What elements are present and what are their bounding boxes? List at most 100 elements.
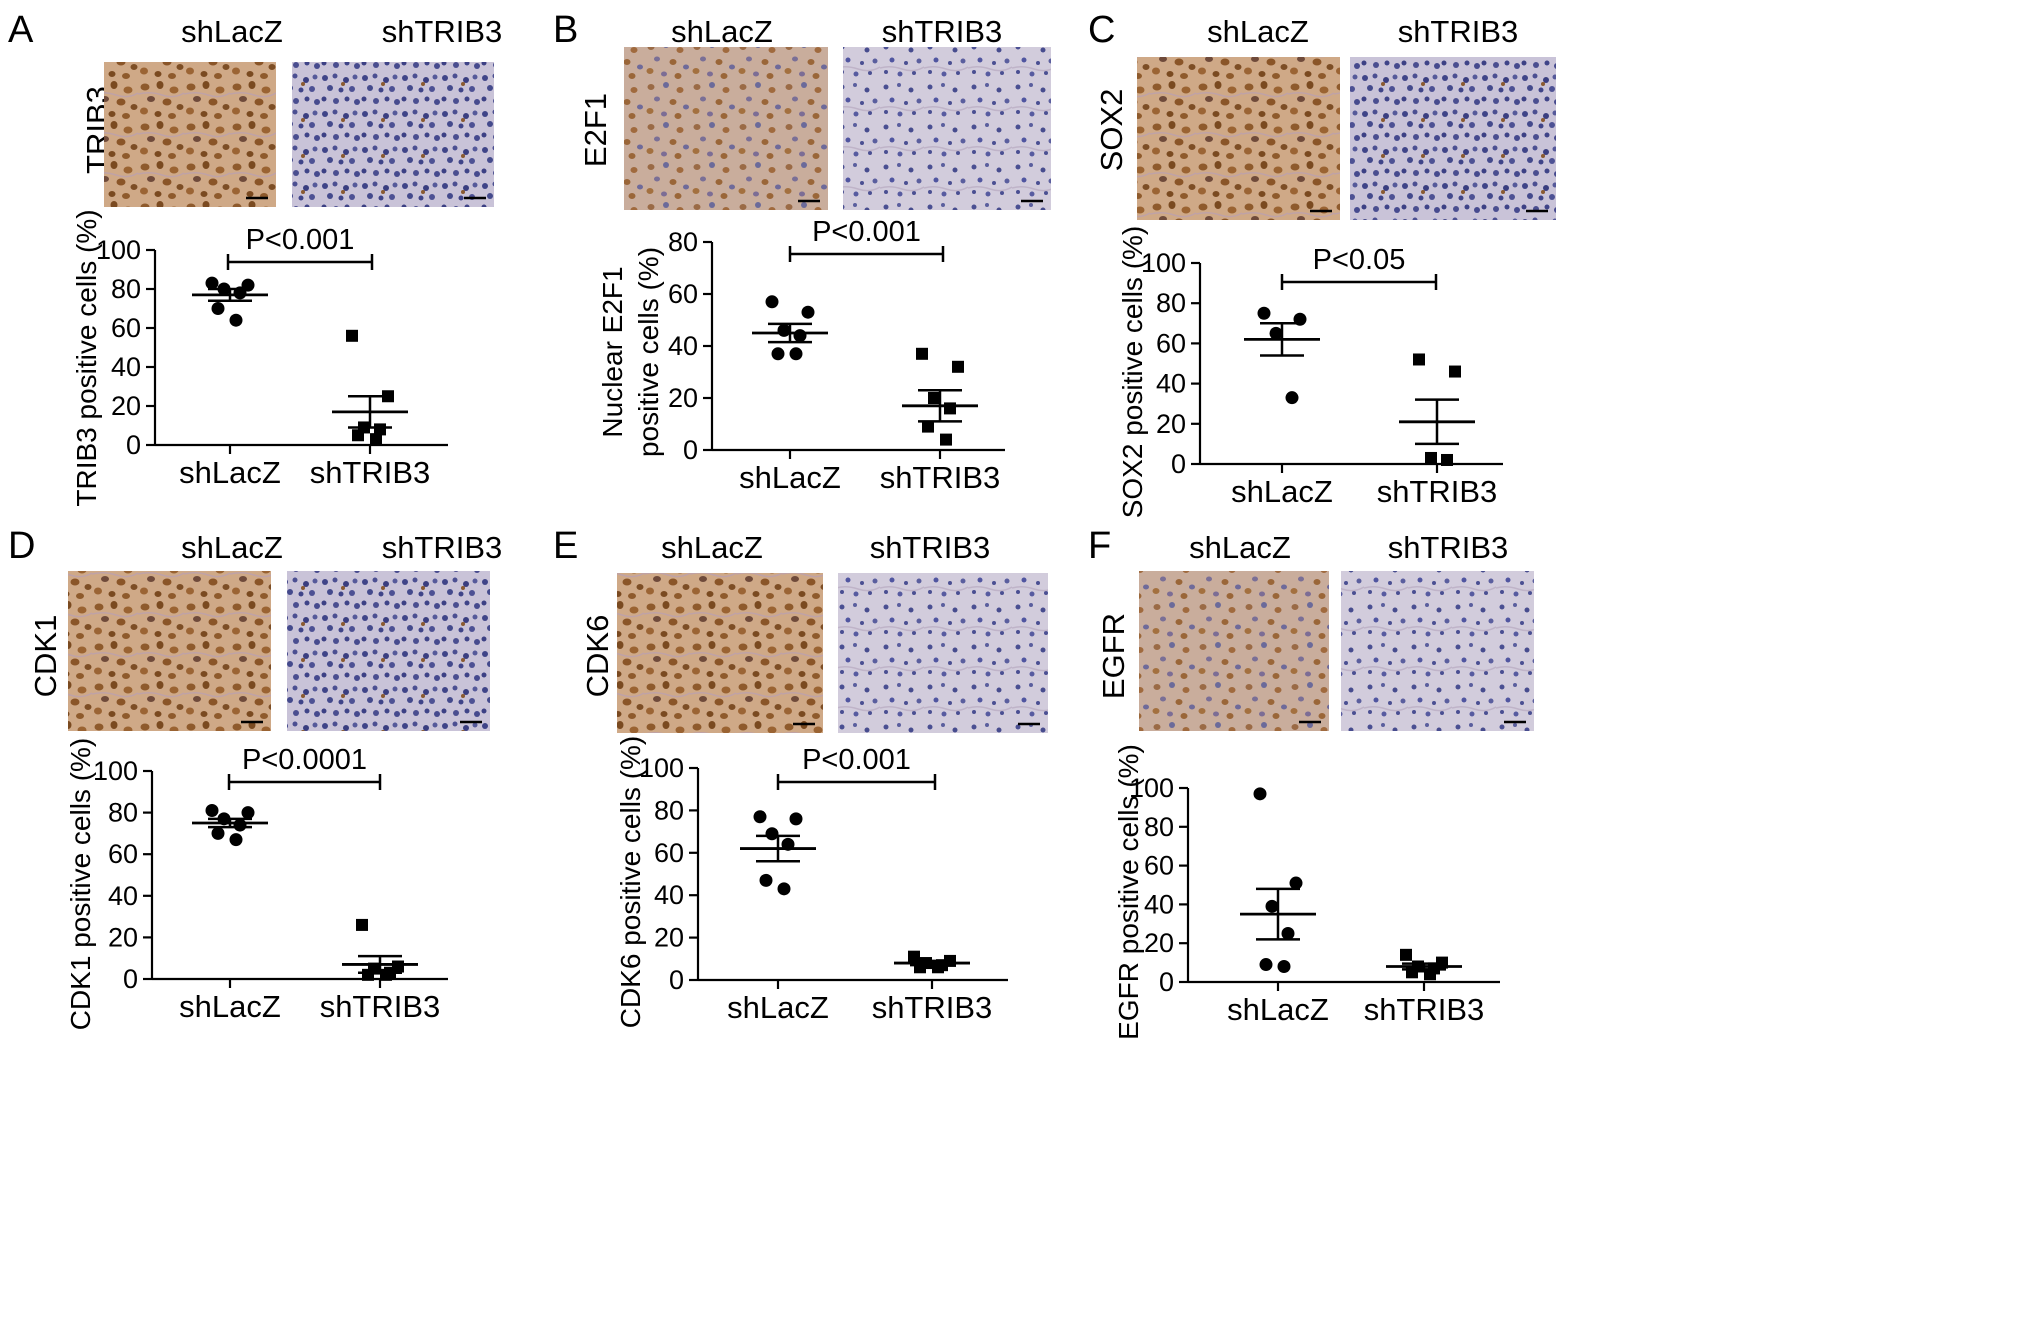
data-point-shlacz <box>1277 959 1291 973</box>
data-point-shlacz <box>765 827 779 841</box>
data-point-shtrib3 <box>952 360 964 373</box>
data-point-shlacz <box>205 804 219 818</box>
x-tick-label: shTRIB3 <box>880 460 1001 495</box>
data-point-shlacz <box>777 882 791 896</box>
y-tick-label: 20 <box>111 391 141 421</box>
data-point-shtrib3 <box>1406 966 1418 979</box>
data-point-shlacz <box>777 323 791 337</box>
ihc-image-shlacz <box>624 47 828 210</box>
stain-marker-label: SOX2 <box>1094 89 1129 172</box>
y-tick-label: 80 <box>1156 288 1186 318</box>
data-point-shtrib3 <box>1413 353 1425 366</box>
y-tick-label: 80 <box>111 274 141 304</box>
column-header-shtrib3: shTRIB3 <box>1398 14 1519 49</box>
x-tick-label: shLacZ <box>1227 992 1329 1027</box>
x-tick-label: shLacZ <box>727 990 829 1025</box>
p-value-label: P<0.0001 <box>242 744 367 776</box>
y-tick-label: 100 <box>1129 773 1174 803</box>
y-tick-label: 20 <box>668 383 698 413</box>
data-point-shtrib3 <box>928 392 940 404</box>
y-tick-label: 20 <box>1156 409 1186 439</box>
panel-letter: C <box>1088 9 1115 51</box>
data-point-shtrib3 <box>1424 968 1436 981</box>
data-point-shlacz <box>1259 958 1273 972</box>
y-tick-label: 40 <box>108 881 138 911</box>
column-header-shlacz: shLacZ <box>181 14 283 49</box>
column-header-shlacz: shLacZ <box>661 530 763 565</box>
data-point-shtrib3 <box>1400 948 1412 961</box>
data-point-shlacz <box>1269 326 1283 340</box>
y-tick-label: 60 <box>1156 328 1186 358</box>
data-point-shlacz <box>1265 899 1279 913</box>
panel-letter: E <box>553 525 578 567</box>
y-axis-label: Nuclear E2F1 <box>597 266 628 437</box>
ihc-image-shlacz <box>617 573 823 733</box>
y-tick-label: 20 <box>654 923 684 953</box>
ihc-image-shlacz <box>68 571 271 731</box>
data-point-shtrib3 <box>1441 453 1453 466</box>
ihc-image-shtrib3 <box>292 62 494 207</box>
y-axis-label: EGFR positive cells (%) <box>1113 744 1144 1040</box>
y-tick-label: 60 <box>668 279 698 309</box>
ihc-image-shtrib3 <box>843 47 1051 210</box>
data-point-shlacz <box>793 329 807 343</box>
column-header-shtrib3: shTRIB3 <box>382 530 503 565</box>
y-tick-label: 0 <box>123 964 138 994</box>
y-tick-label: 100 <box>93 756 138 786</box>
y-tick-label: 0 <box>126 430 141 460</box>
column-header-shtrib3: shTRIB3 <box>1388 530 1509 565</box>
ihc-image-shtrib3 <box>838 573 1048 733</box>
data-point-shtrib3 <box>922 420 934 433</box>
y-axis-label: SOX2 positive cells (%) <box>1117 226 1148 519</box>
data-point-shlacz <box>753 810 767 824</box>
y-tick-label: 40 <box>1156 369 1186 399</box>
y-tick-label: 100 <box>1141 248 1186 278</box>
data-point-shlacz <box>1253 787 1267 801</box>
data-point-shtrib3 <box>362 968 374 981</box>
data-point-shlacz <box>1285 391 1299 405</box>
x-tick-label: shLacZ <box>739 460 841 495</box>
x-tick-label: shTRIB3 <box>320 989 441 1024</box>
panel-letter: D <box>8 525 35 567</box>
data-point-shlacz <box>789 347 803 361</box>
panel-letter: B <box>553 9 578 51</box>
column-header-shlacz: shLacZ <box>1189 530 1291 565</box>
y-axis-label: CDK6 positive cells (%) <box>615 736 646 1029</box>
data-point-shlacz <box>229 833 243 847</box>
data-point-shlacz <box>801 305 815 319</box>
data-point-shlacz <box>233 818 247 832</box>
panel-letter: F <box>1088 525 1111 567</box>
data-point-shlacz <box>1281 927 1295 940</box>
column-header-shlacz: shLacZ <box>1207 14 1309 49</box>
ihc-image-shtrib3 <box>1341 571 1534 731</box>
column-header-shtrib3: shTRIB3 <box>382 14 503 49</box>
y-tick-label: 100 <box>639 753 684 783</box>
ihc-image-shtrib3 <box>287 571 490 731</box>
data-point-shlacz <box>205 276 219 290</box>
data-point-shtrib3 <box>380 968 392 981</box>
x-tick-label: shTRIB3 <box>1364 992 1485 1027</box>
ihc-image-shlacz <box>1139 571 1329 731</box>
stain-marker-label: E2F1 <box>578 93 613 167</box>
stain-marker-label: EGFR <box>1096 613 1131 699</box>
data-point-shtrib3 <box>370 433 382 446</box>
y-tick-label: 20 <box>108 922 138 952</box>
y-tick-label: 40 <box>668 331 698 361</box>
stain-marker-label: CDK6 <box>580 615 615 698</box>
p-value-label: P<0.001 <box>802 744 911 776</box>
data-point-shtrib3 <box>916 347 928 360</box>
y-tick-label: 0 <box>1159 967 1174 997</box>
y-tick-label: 0 <box>669 965 684 995</box>
ihc-image-shlacz <box>104 62 276 207</box>
x-tick-label: shLacZ <box>1231 474 1333 509</box>
data-point-shtrib3 <box>944 402 956 415</box>
stain-marker-label: CDK1 <box>28 615 63 698</box>
p-value-label: P<0.05 <box>1313 244 1406 276</box>
x-tick-label: shLacZ <box>179 455 281 490</box>
